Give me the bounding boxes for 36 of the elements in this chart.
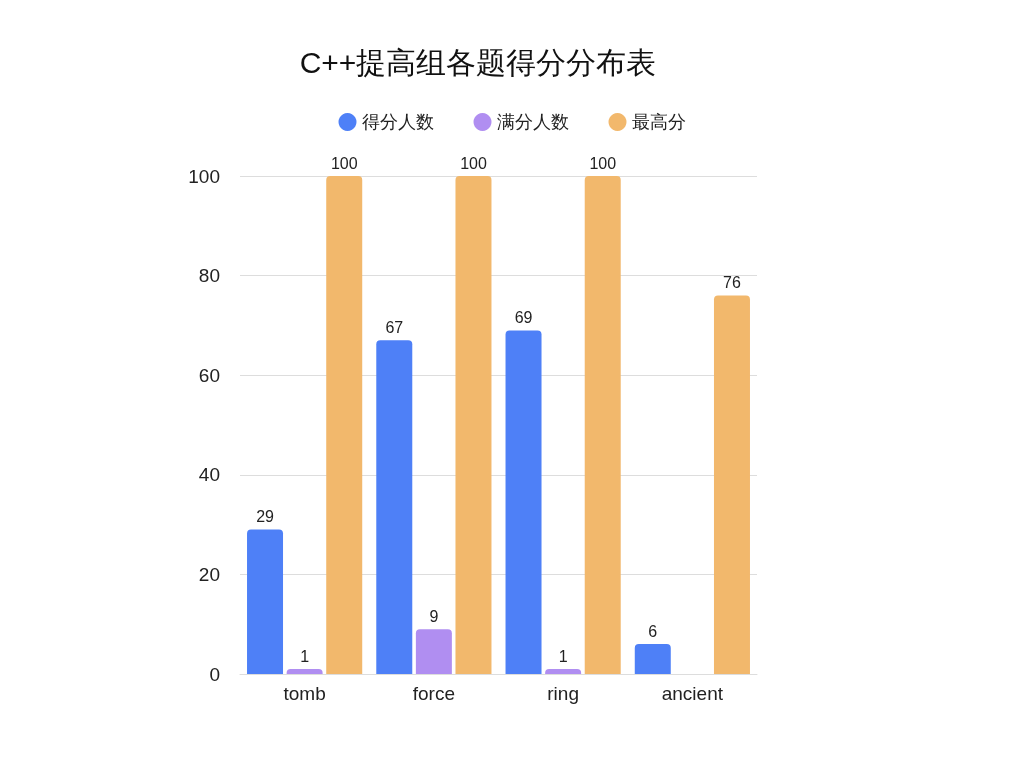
data-label: 1 — [558, 647, 568, 665]
bar — [415, 629, 452, 674]
data-label: 9 — [429, 607, 439, 625]
legend-label: 满分人数 — [496, 112, 569, 132]
bar — [545, 669, 582, 674]
bar — [376, 340, 413, 674]
data-label: 67 — [385, 318, 404, 336]
bar — [634, 644, 671, 674]
data-label: 6 — [648, 622, 658, 640]
y-tick-label: 40 — [198, 464, 220, 486]
y-tick-label: 60 — [198, 364, 220, 386]
bar — [247, 529, 284, 674]
x-tick-label: ancient — [661, 683, 724, 704]
y-tick-label: 100 — [188, 165, 220, 187]
y-tick-label: 20 — [198, 563, 220, 585]
legend-label: 最高分 — [631, 112, 686, 132]
bar — [713, 295, 750, 674]
x-tick-label: force — [412, 683, 455, 704]
y-tick-label: 0 — [209, 663, 220, 685]
data-label: 76 — [723, 274, 741, 292]
data-label: 69 — [514, 308, 533, 326]
bar — [505, 330, 542, 674]
legend-label: 得分人数 — [361, 112, 434, 132]
x-tick-label: tomb — [283, 683, 326, 704]
data-label: 100 — [460, 154, 487, 172]
data-label: 29 — [256, 508, 275, 526]
data-label: 100 — [589, 154, 617, 172]
data-label: 1 — [300, 647, 310, 665]
y-tick-label: 80 — [198, 265, 220, 287]
bar — [584, 176, 621, 674]
bar — [286, 669, 323, 674]
bar — [455, 176, 492, 674]
x-tick-label: ring — [547, 683, 579, 704]
chart-title: C++提高组各题得分分布表 — [299, 45, 657, 79]
data-label: 100 — [330, 154, 358, 172]
bar — [326, 176, 363, 674]
